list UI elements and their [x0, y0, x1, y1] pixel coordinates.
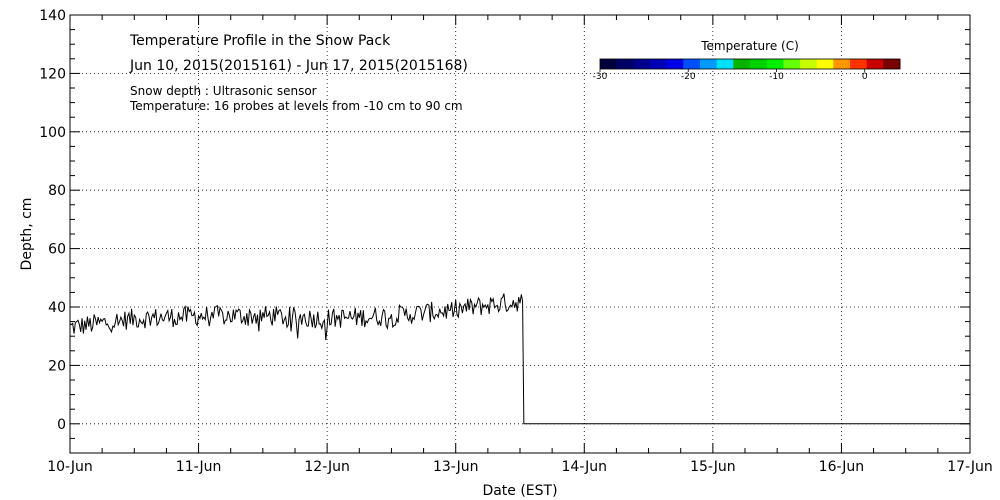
x-tick-label: 13-Jun — [433, 459, 479, 475]
note-temperature: Temperature: 16 probes at levels from -1… — [129, 99, 463, 113]
colorbar-tick-label: -30 — [593, 72, 608, 82]
x-axis-title: Date (EST) — [482, 483, 557, 499]
y-tick-label: 20 — [48, 358, 66, 374]
colorbar-swatch — [666, 59, 684, 69]
colorbar-swatch — [850, 59, 868, 69]
series-layer — [69, 293, 970, 425]
colorbar-swatch — [883, 59, 901, 69]
axis-ticks — [69, 14, 971, 454]
y-tick-label: 60 — [48, 242, 66, 258]
x-tick-label: 12-Jun — [304, 459, 350, 475]
y-axis-title: Depth, cm — [19, 198, 35, 271]
y-tick-label: 40 — [48, 300, 66, 316]
colorbar-swatch — [733, 59, 751, 69]
y-tick-label: 140 — [39, 8, 66, 24]
x-tick-label: 16-Jun — [819, 459, 865, 475]
snow-depth-line — [69, 293, 970, 425]
chart-title: Temperature Profile in the Snow Pack — [129, 33, 391, 49]
y-tick-label: 80 — [48, 183, 66, 199]
colorbar-swatch — [766, 59, 784, 69]
colorbar-swatches — [600, 59, 901, 69]
colorbar-swatch — [716, 59, 734, 69]
colorbar-swatch — [750, 59, 768, 69]
x-tick-label: 14-Jun — [562, 459, 608, 475]
colorbar-swatch — [866, 59, 884, 69]
y-tick-label: 0 — [57, 417, 66, 433]
chart-subtitle: Jun 10, 2015(2015161) - Jun 17, 2015(201… — [129, 58, 468, 74]
tick-labels: 10-Jun 11-Jun 12-Jun 13-Jun 14-Jun 15-Jun 16-J… — [39, 8, 993, 475]
colorbar-tick-label: -20 — [681, 72, 696, 82]
y-tick-label: 100 — [39, 125, 66, 141]
colorbar-swatch — [816, 59, 834, 69]
plot-frame — [69, 14, 971, 454]
colorbar-swatch — [783, 59, 801, 69]
grid-lines — [70, 15, 970, 453]
y-tick-label: 120 — [39, 66, 66, 82]
colorbar-swatch — [633, 59, 651, 69]
colorbar-frame — [599, 58, 901, 70]
colorbar-title: Temperature (C) — [700, 39, 799, 53]
colorbar-swatch — [616, 59, 634, 69]
x-tick-label: 11-Jun — [176, 459, 222, 475]
note-snow-depth: Snow depth : Ultrasonic sensor — [130, 84, 317, 98]
colorbar-tick-label: -10 — [769, 72, 784, 82]
x-tick-label: 15-Jun — [690, 459, 736, 475]
temperature-colorbar: Temperature (C) -30 -20 -10 0 — [593, 39, 901, 82]
colorbar-tick-label: 0 — [862, 72, 868, 82]
colorbar-swatch — [650, 59, 668, 69]
colorbar-swatch — [833, 59, 851, 69]
colorbar-swatch — [800, 59, 818, 69]
colorbar-swatch — [700, 59, 718, 69]
x-tick-label: 10-Jun — [47, 459, 93, 475]
colorbar-swatch — [600, 59, 618, 69]
x-tick-label: 17-Jun — [947, 459, 993, 475]
colorbar-swatch — [683, 59, 701, 69]
colorbar-labels: -30 -20 -10 0 — [593, 69, 868, 82]
